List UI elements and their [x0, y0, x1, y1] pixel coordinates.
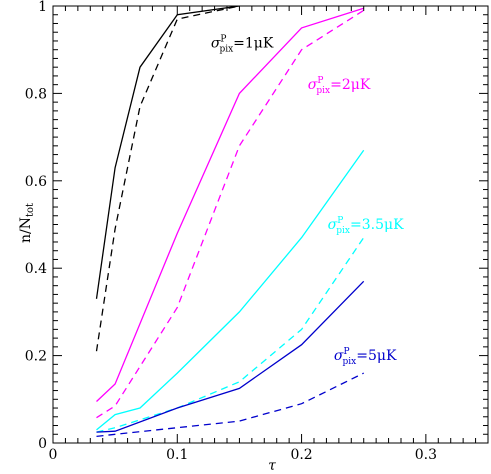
series-line-6-dashed: [96, 237, 365, 433]
series-annotation-1: σP pix=1μK: [211, 35, 274, 55]
y-tick-label: 0.8: [25, 86, 47, 102]
y-tick-label: 0.4: [25, 261, 47, 277]
series-line-8-dashed: [96, 372, 364, 438]
x-axis-label: τ: [268, 458, 276, 474]
plot-area: [95, 6, 365, 438]
y-tick-label: 0.2: [25, 349, 47, 365]
series-line-2-dashed: [95, 6, 240, 352]
x-tick-label: 0.2: [290, 447, 312, 463]
y-axis-label-main: n/N: [18, 217, 34, 243]
series-line-4-dashed: [96, 9, 365, 419]
tick-labels: 0 0.1 0.2 0.3 0 0.2 0.4 0.6 0.8 1: [25, 0, 437, 463]
series-line-5-solid: [96, 149, 365, 431]
annotations: σP pix=1μK σP pix=2μK σP pix=3.5μK σP pix=5μK: [211, 35, 404, 367]
y-axis-label-sub: tot: [25, 203, 36, 217]
series-line-3-solid: [96, 7, 364, 402]
series-annotation-4: σP pix=5μK: [334, 347, 397, 367]
y-tick-label: 0: [38, 436, 47, 452]
series-line-7-solid: [96, 280, 365, 433]
x-tick-label: 0.1: [166, 447, 188, 463]
axes: [52, 5, 489, 444]
x-tick-label: 0: [49, 447, 58, 463]
y-tick-label: 0.6: [25, 174, 47, 190]
x-tick-label: 0.3: [415, 447, 437, 463]
series-annotation-3: σP pix=3.5μK: [328, 216, 404, 236]
y-tick-label: 1: [38, 0, 47, 15]
series-line-1-solid: [95, 6, 240, 299]
y-axis-label: n/Ntot: [18, 203, 36, 243]
series-annotation-2: σP pix=2μK: [308, 76, 371, 96]
